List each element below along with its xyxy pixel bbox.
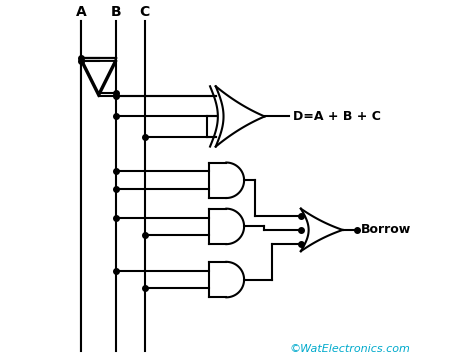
Text: Borrow: Borrow (360, 223, 410, 237)
Text: C: C (140, 5, 150, 19)
Text: ©WatElectronics.com: ©WatElectronics.com (290, 344, 411, 354)
Text: A: A (75, 5, 86, 19)
Text: B: B (111, 5, 122, 19)
Text: D=A + B + C: D=A + B + C (293, 110, 381, 123)
